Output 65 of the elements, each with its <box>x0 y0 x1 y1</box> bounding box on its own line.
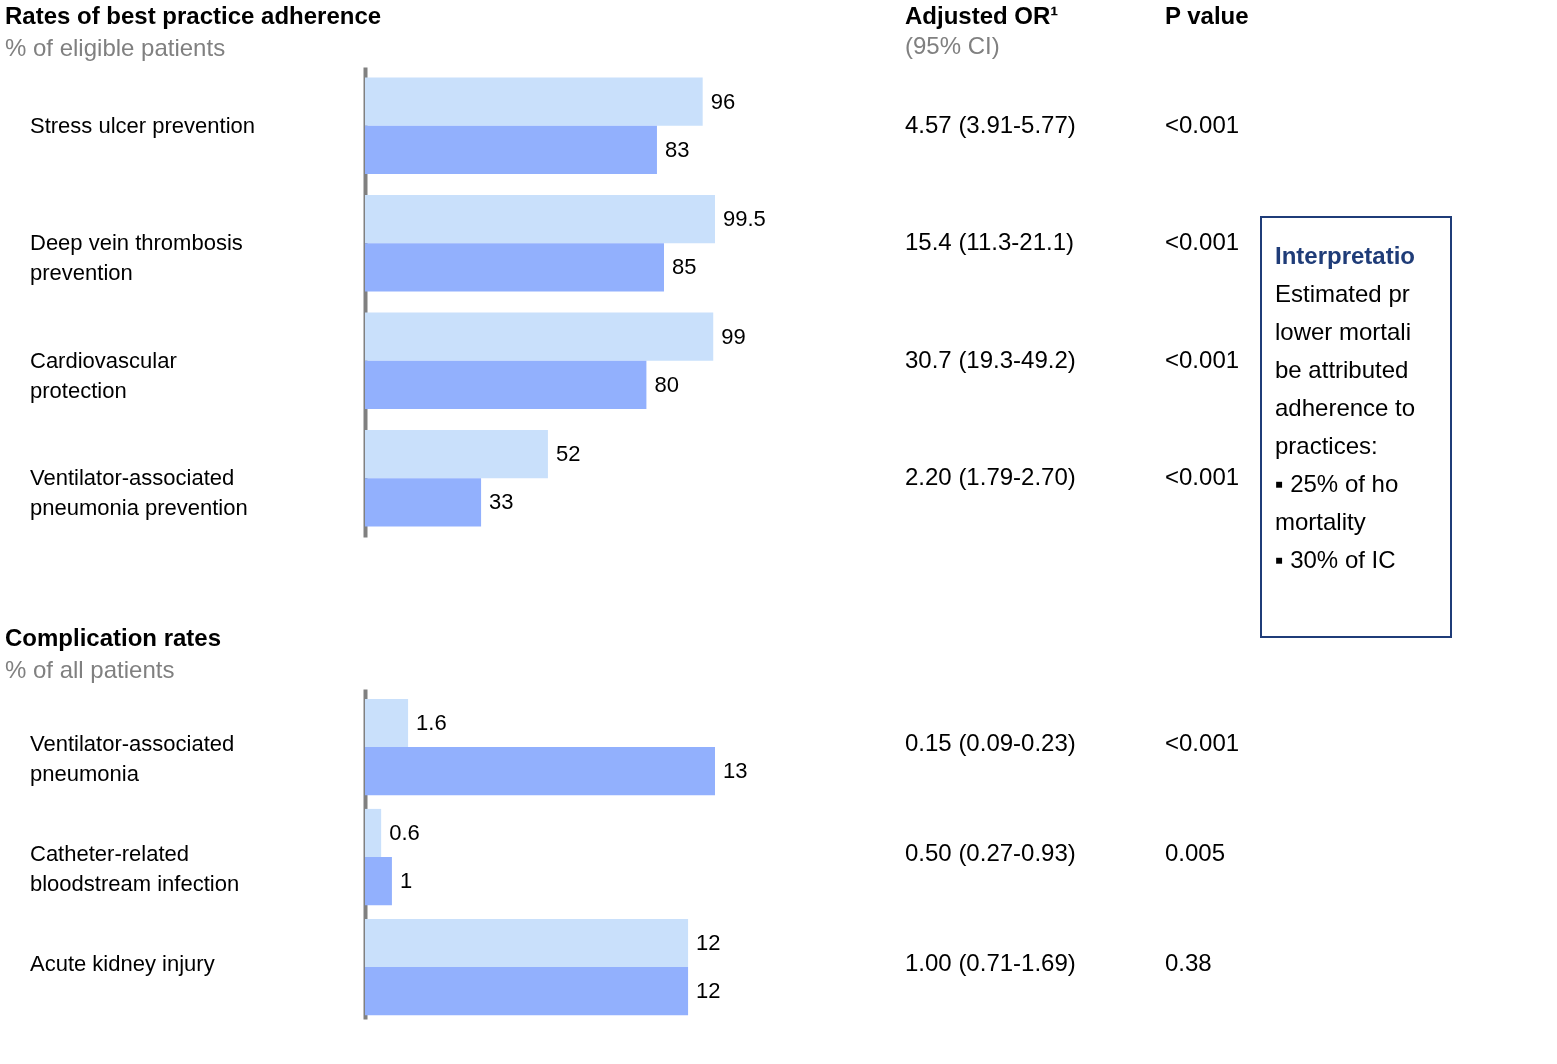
y-tick-label: Catheter-related bloodstream infection <box>30 841 240 896</box>
text: <0.001 <box>1165 463 1240 491</box>
data-label: 52 <box>555 441 581 467</box>
text: <0.001 <box>1165 228 1240 256</box>
bar <box>365 918 689 968</box>
y-tick-label: Acute kidney injury <box>30 951 215 976</box>
text: 2.20 (1.79-2.70) <box>905 463 1076 491</box>
text: ▪ 25% of ho <box>1275 470 1399 497</box>
bar <box>365 243 664 292</box>
data-label: 83 <box>664 136 690 162</box>
data-label: 96 <box>710 88 736 114</box>
bar <box>365 125 657 174</box>
text: 0.50 (0.27-0.93) <box>905 839 1076 866</box>
bar <box>365 967 689 1016</box>
bar <box>365 430 548 479</box>
y-tick-label: Ventilator-associated pneumonia <box>30 731 235 786</box>
bar <box>365 312 714 361</box>
chart-title: Rates of best practice adherence <box>5 2 382 29</box>
text: 30.7 (19.3-49.2) <box>905 345 1076 373</box>
data-label: 85 <box>671 254 697 280</box>
text: 15.4 (11.3-21.1) <box>905 228 1074 256</box>
text: Adjusted OR¹ <box>905 2 1059 29</box>
bar <box>365 808 382 858</box>
text: 0.005 <box>1165 839 1226 866</box>
bar <box>365 747 715 796</box>
text: <0.001 <box>1165 729 1240 756</box>
text: ▪ 30% of IC <box>1275 546 1396 573</box>
bar <box>365 857 392 906</box>
text: adherence to <box>1275 394 1416 421</box>
text: % of all patients <box>5 656 175 683</box>
text: <0.001 <box>1165 345 1240 373</box>
text: practices: <box>1275 432 1378 459</box>
bar <box>365 195 715 244</box>
text: lower mortali <box>1275 318 1412 345</box>
data-label: 1.6 <box>416 709 447 735</box>
data-label: 99.5 <box>723 206 766 232</box>
y-tick-label: Cardiovascular protection <box>30 347 177 403</box>
data-label: 33 <box>489 489 514 515</box>
data-label: 1 <box>399 868 413 894</box>
data-label: 99 <box>721 323 746 349</box>
text: % of eligible patients <box>5 34 226 61</box>
data-label: 80 <box>654 371 679 397</box>
y-tick-label: Ventilator-associated pneumonia prevention <box>30 465 248 521</box>
bar <box>365 360 647 409</box>
text: mortality <box>1275 508 1366 535</box>
text: 0.38 <box>1165 949 1212 976</box>
text: Complication rates <box>5 624 222 651</box>
y-tick-label: Stress ulcer prevention <box>30 112 255 138</box>
text: P value <box>1165 2 1249 29</box>
data-label: 13 <box>723 758 748 784</box>
data-label: 12 <box>696 978 721 1004</box>
text: 0.15 (0.09-0.23) <box>905 729 1076 756</box>
text: Interpretatio <box>1275 242 1416 269</box>
data-label: 0.6 <box>389 819 420 845</box>
text: be attributed <box>1275 356 1409 383</box>
bar <box>365 478 482 527</box>
text: 4.57 (3.91-5.77) <box>905 110 1076 138</box>
text: <0.001 <box>1165 110 1240 138</box>
text: 1.00 (0.71-1.69) <box>905 949 1076 976</box>
data-label: 12 <box>696 929 721 955</box>
bar <box>365 77 703 126</box>
text: Estimated pr <box>1275 280 1410 307</box>
y-tick-label: Deep vein thrombosis prevention <box>30 230 243 286</box>
text: (95% CI) <box>905 32 1000 59</box>
bar <box>365 698 409 748</box>
